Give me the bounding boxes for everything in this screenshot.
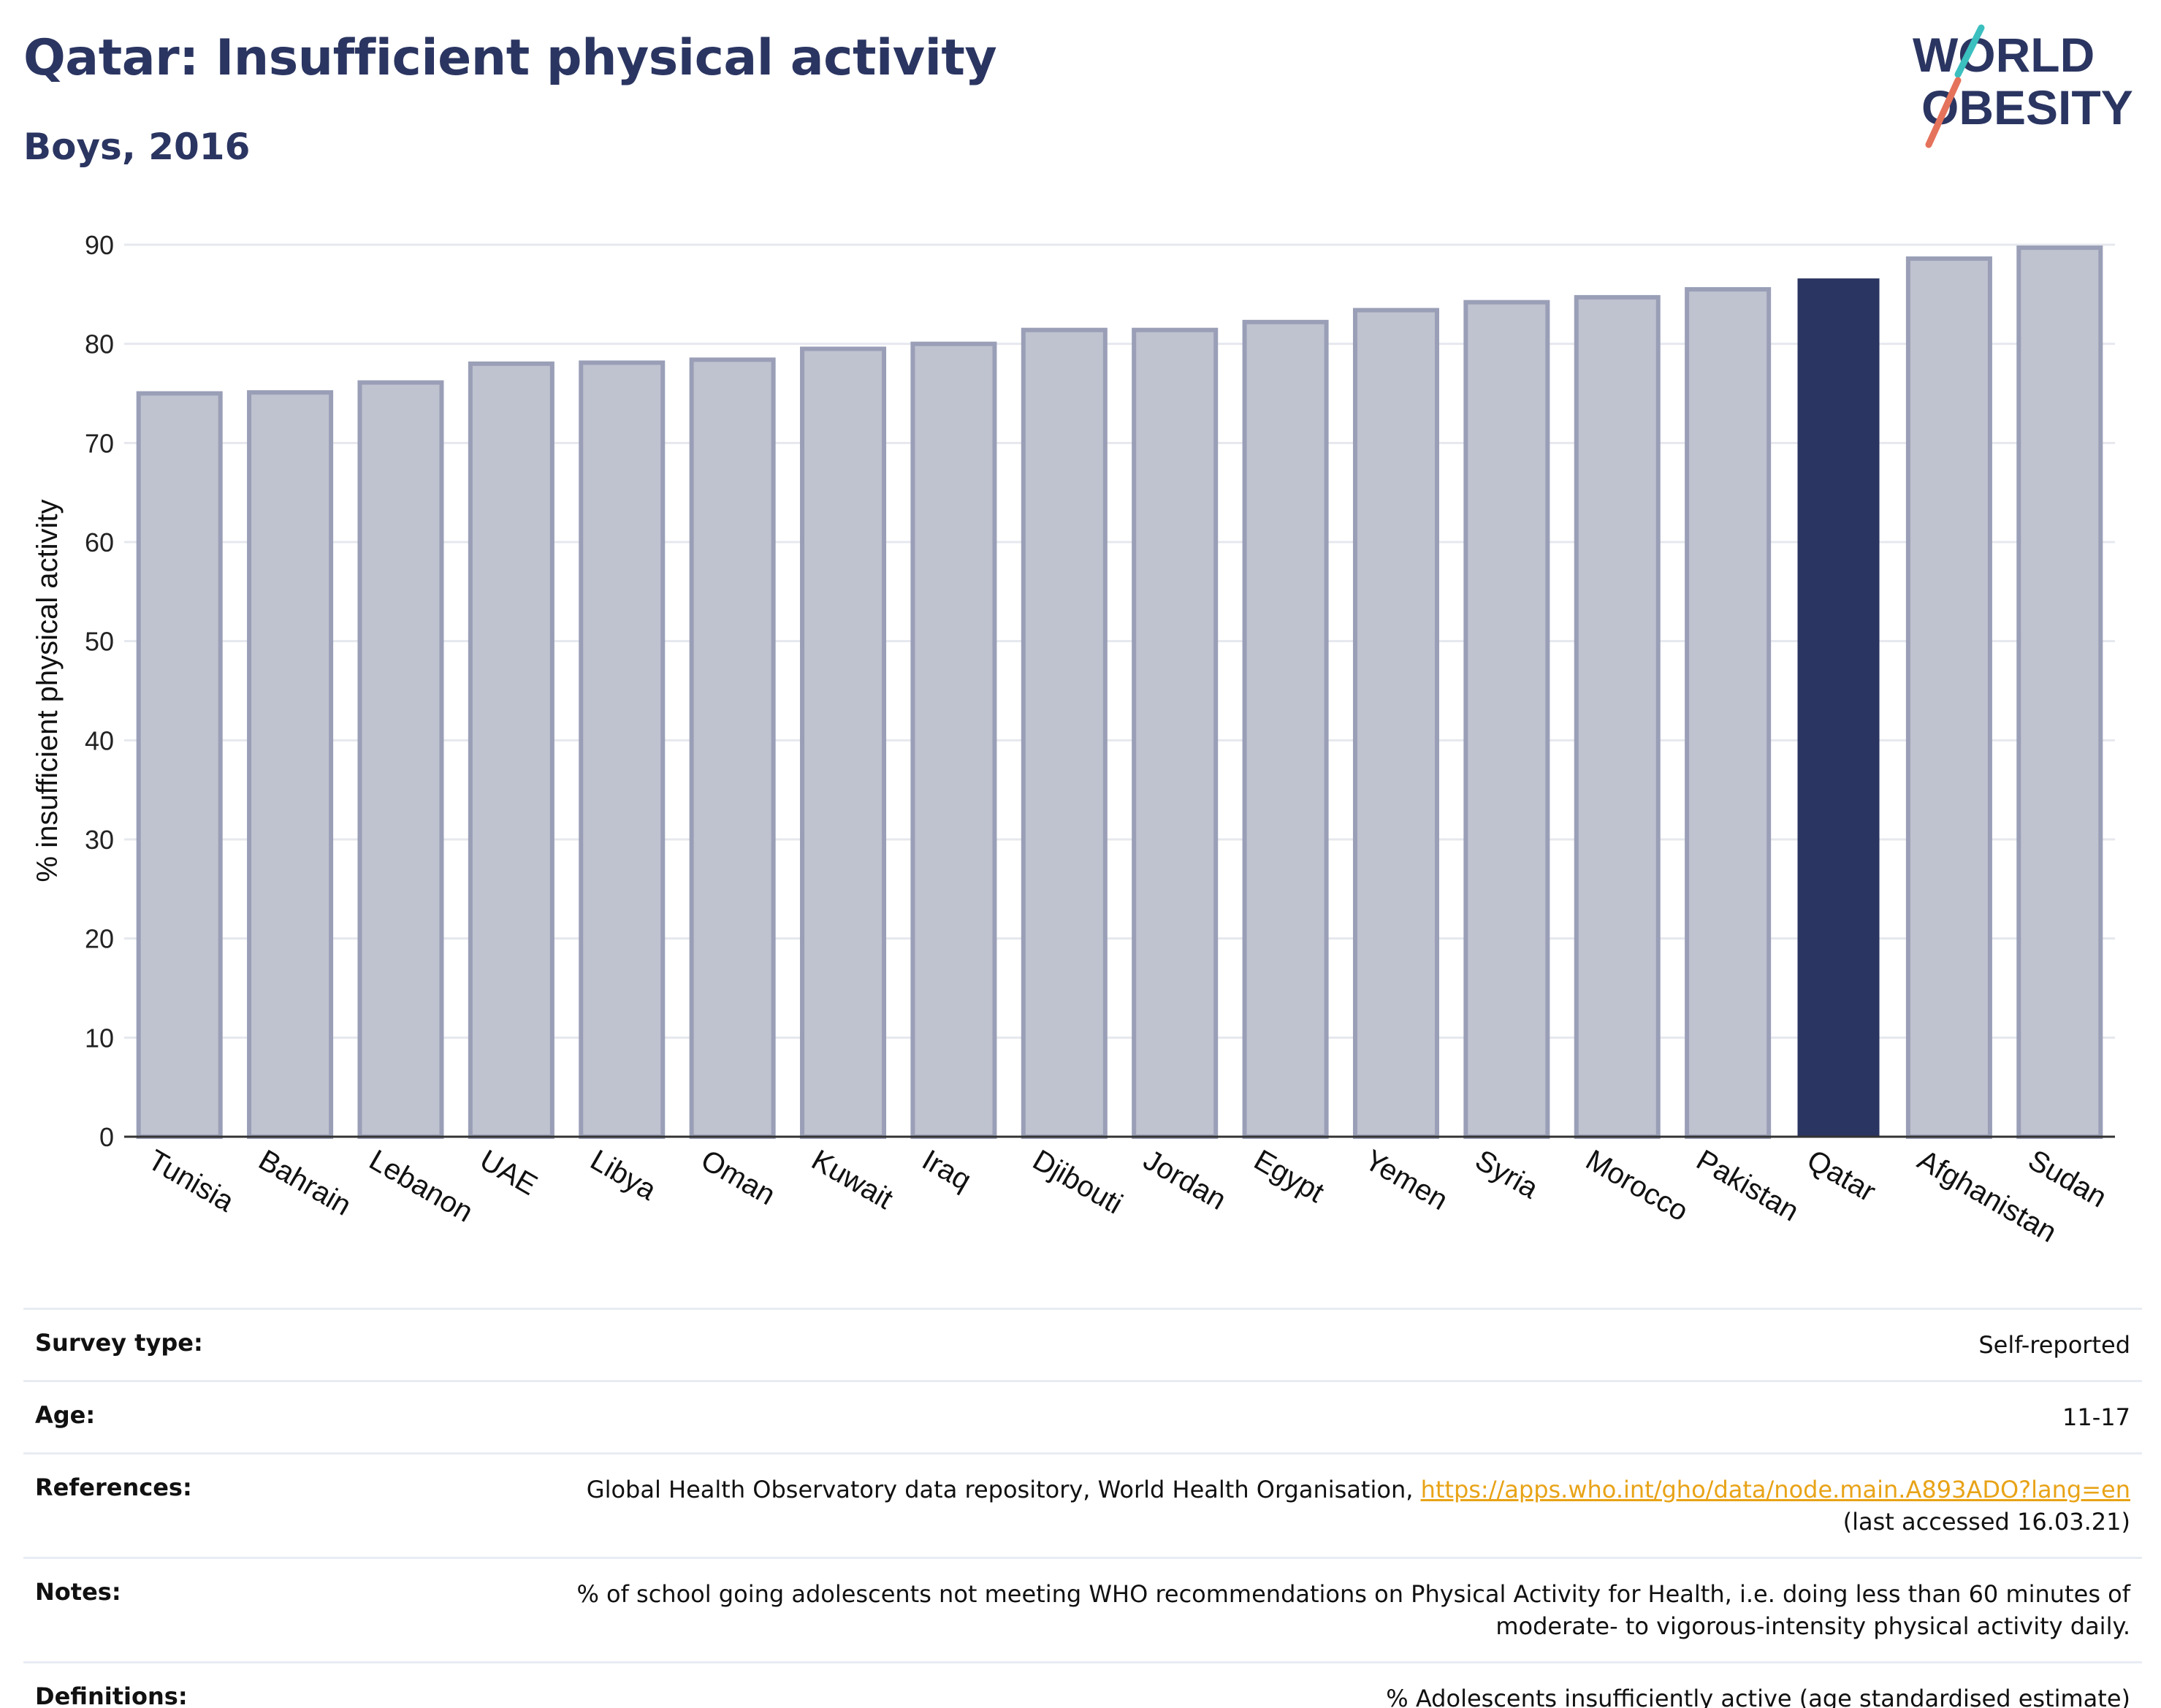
y-tick-label: 70 [85,428,114,458]
y-tick-label: 30 [85,825,114,855]
bar-oman [689,357,776,1140]
info-row-age: Age: 11-17 [23,1380,2142,1454]
y-tick-label: 80 [85,329,114,359]
y-tick-label: 60 [85,527,114,557]
y-tick-label: 50 [85,627,114,657]
y-tick-label: 0 [99,1122,114,1152]
bar-lebanon [357,380,444,1139]
reference-text: Global Health Observatory data repositor… [586,1476,1421,1503]
bar-syria [1463,300,1550,1140]
x-tick-label: Kuwait [807,1144,899,1216]
info-key: References: [23,1452,535,1558]
x-tick-label: Jordan [1138,1144,1232,1216]
info-value: Self-reported [535,1308,2142,1381]
info-table: Survey type: Self-reported Age: 11-17 Re… [23,1308,2142,1708]
x-tick-label: Qatar [1802,1144,1881,1208]
x-tick-label: Lebanon [364,1144,479,1229]
info-row-survey: Survey type: Self-reported [23,1308,2142,1381]
reference-accessed: (last accessed 16.03.21) [1842,1508,2130,1536]
x-tick-label: Iraq [917,1144,977,1197]
bar-uae [468,361,554,1139]
info-value-notes: % of school going adolescents not meetin… [535,1557,2142,1663]
bar-djibouti [1021,327,1108,1139]
x-tick-label: Tunisia [142,1144,240,1219]
x-tick-label: Morocco [1580,1144,1693,1228]
bars [136,245,2103,1140]
info-key: Definitions: [23,1661,535,1708]
info-value-references: Global Health Observatory data repositor… [535,1452,2142,1558]
info-key: Survey type: [23,1308,535,1381]
info-value: 11-17 [535,1380,2142,1454]
bar-pakistan [1685,287,1772,1139]
x-tick-label: Yemen [1359,1144,1453,1217]
x-tick-label: Sudan [2023,1144,2112,1214]
info-row-notes: Notes: % of school going adolescents not… [23,1557,2142,1663]
info-row-definitions: Definitions: % Adolescents insufficientl… [23,1661,2142,1708]
notes-line1: % of school going adolescents not meetin… [576,1580,2130,1608]
x-tick-label: Djibouti [1027,1144,1128,1221]
x-tick-label: Egypt [1249,1144,1330,1209]
y-tick-label: 40 [85,725,114,755]
bar-iraq [910,341,997,1140]
y-tick-label: 20 [85,924,114,954]
gridlines [124,243,2115,1039]
y-axis-ticks: 0 10 20 30 40 50 60 70 80 90 [85,230,114,1152]
bar-sudan [2016,245,2103,1140]
notes-line2: moderate- to vigorous-intensity physical… [1495,1612,2130,1640]
x-tick-label: UAE [474,1144,542,1202]
chart-title: Qatar: Insufficient physical activity [23,29,997,87]
reference-link[interactable]: https://apps.who.int/gho/data/node.main.… [1420,1476,2130,1503]
logo-line1: WORLD [1913,28,2095,82]
bar-bahrain [247,390,334,1139]
bar-libya [579,360,666,1139]
logo-slash-bottom [1925,77,1962,148]
x-tick-label: Pakistan [1691,1144,1804,1228]
bar-afghanistan [1905,256,1992,1140]
info-value: % Adolescents insufficiently active (age… [535,1661,2142,1708]
y-tick-label: 10 [85,1023,114,1053]
y-axis-label: % insufficient physical activity [31,500,64,882]
info-row-references: References: Global Health Observatory da… [23,1452,2142,1558]
x-tick-label: Oman [695,1144,780,1212]
chart-subtitle: Boys, 2016 [23,126,251,168]
info-key: Age: [23,1380,535,1454]
bar-egypt [1242,319,1329,1140]
logo-slash-top [1954,24,1985,78]
bar-jordan [1132,327,1219,1139]
bar-kuwait [800,346,887,1140]
world-obesity-logo: WORLD OBESITY [1913,24,2133,148]
x-tick-label: Syria [1470,1144,1544,1205]
x-tick-label: Bahrain [254,1144,357,1222]
y-tick-label: 90 [85,230,114,260]
info-key: Notes: [23,1557,535,1663]
bar-yemen [1352,308,1439,1139]
bar-chart: 0 10 20 30 40 50 60 70 80 90 Tunisia Bahrain Lebano… [31,230,2115,1249]
bar-morocco [1574,294,1661,1139]
bar-qatar [1797,278,1880,1137]
x-tick-label: Libya [585,1144,662,1207]
bar-tunisia [136,391,223,1139]
